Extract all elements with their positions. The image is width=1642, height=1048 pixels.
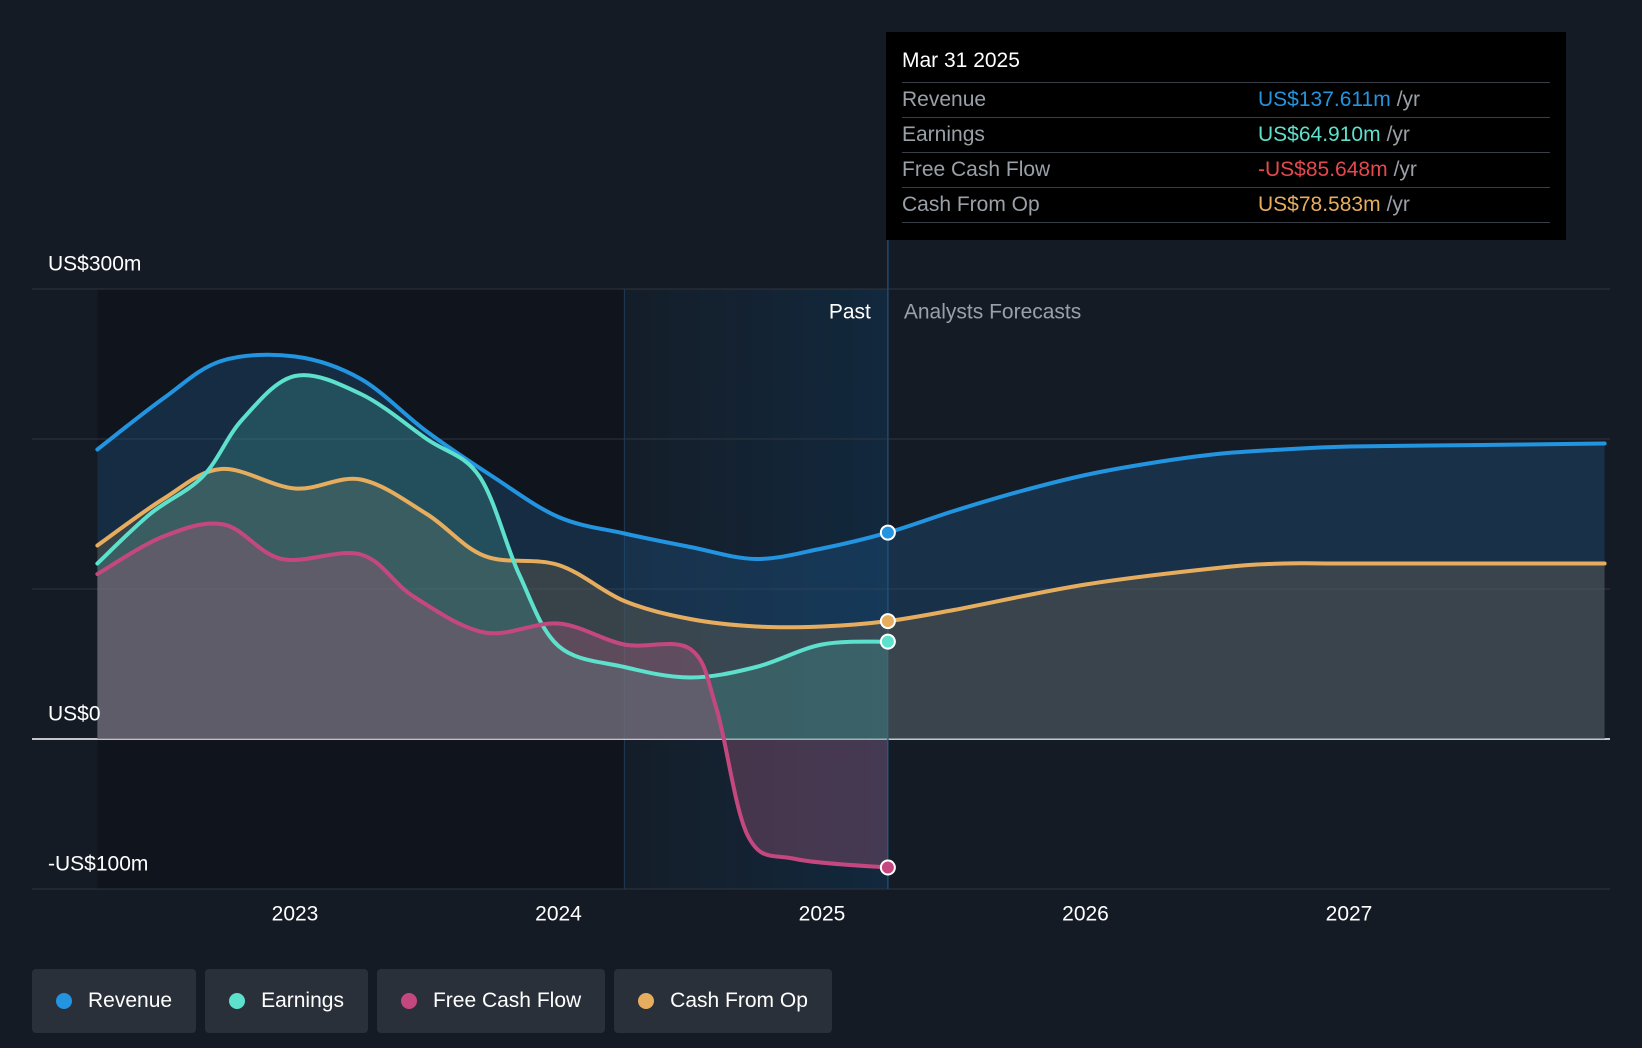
cfo-line xyxy=(95,466,1607,630)
legend-label: Free Cash Flow xyxy=(432,989,582,1012)
y-tick-label: US$300m xyxy=(48,253,141,276)
cfo-area xyxy=(97,468,1605,739)
tooltip-unit: /yr xyxy=(1396,88,1421,111)
x-tick-label: 2026 xyxy=(1062,903,1109,926)
revenue-area xyxy=(97,354,1605,739)
tooltip-unit: /yr xyxy=(1386,123,1410,146)
x-tick-label: 2027 xyxy=(1326,903,1373,926)
x-tick-label: 2023 xyxy=(272,903,319,926)
tooltip-label: Earnings xyxy=(902,123,985,146)
y-tick-label: US$0 xyxy=(48,703,101,726)
tooltip-unit: /yr xyxy=(1386,193,1410,216)
revenue-marker xyxy=(879,524,896,541)
tooltip-value: US$78.583m xyxy=(1258,193,1381,216)
earnings-marker xyxy=(879,633,896,650)
cfo-dot-icon xyxy=(638,993,655,1009)
tooltip-label: Cash From Op xyxy=(902,193,1040,216)
tooltip-row-cfo: Cash From Op US$78.583m /yr xyxy=(902,187,1550,223)
legend-label: Earnings xyxy=(261,989,344,1012)
tooltip-date: Mar 31 2025 xyxy=(902,49,1020,72)
tooltip-row-fcf: Free Cash Flow -US$85.648m /yr xyxy=(902,152,1550,187)
tooltip-row-earnings: Earnings US$64.910m /yr xyxy=(902,117,1550,152)
revenue-dot-icon xyxy=(56,993,72,1009)
past-label: Past xyxy=(829,301,871,324)
tooltip-label: Free Cash Flow xyxy=(902,158,1051,181)
tooltip-label: Revenue xyxy=(902,88,987,111)
tooltip-unit: /yr xyxy=(1393,158,1417,181)
tooltip-value: -US$85.648m xyxy=(1258,158,1388,181)
tooltip-value: US$137.611m xyxy=(1258,88,1391,111)
fcf-marker xyxy=(879,859,896,876)
earnings-line xyxy=(95,373,890,680)
earnings-dot-icon xyxy=(229,993,246,1009)
x-tick-label: 2024 xyxy=(535,903,582,926)
x-tick-label: 2025 xyxy=(799,903,846,926)
legend-item-fcf[interactable]: Free Cash Flow xyxy=(376,969,606,1033)
legend-label: Cash From Op xyxy=(670,989,808,1012)
forecast-label: Analysts Forecasts xyxy=(904,301,1081,324)
fcf-line xyxy=(95,521,890,870)
cfo-marker xyxy=(879,613,896,630)
legend-item-earnings[interactable]: Earnings xyxy=(205,969,368,1033)
legend-label: Revenue xyxy=(88,989,173,1012)
hover-tooltip: Mar 31 2025 Revenue US$137.611m /yr Earn… xyxy=(886,32,1566,240)
chart-legend: Revenue Earnings Free Cash Flow Cash Fro… xyxy=(32,969,832,1033)
y-tick-label: -US$100m xyxy=(48,853,148,876)
fcf-dot-icon xyxy=(400,993,417,1009)
legend-item-cfo[interactable]: Cash From Op xyxy=(614,969,832,1033)
tooltip-value: US$64.910m xyxy=(1258,123,1381,146)
revenue-line xyxy=(95,352,1607,562)
legend-item-revenue[interactable]: Revenue xyxy=(32,969,197,1033)
fcf-area xyxy=(97,523,888,868)
tooltip-row-revenue: Revenue US$137.611m /yr xyxy=(902,82,1550,117)
